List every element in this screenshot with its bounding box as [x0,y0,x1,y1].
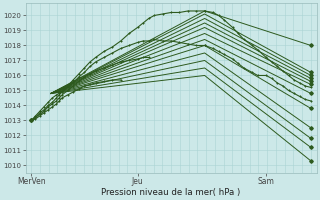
X-axis label: Pression niveau de la mer( hPa ): Pression niveau de la mer( hPa ) [101,188,241,197]
